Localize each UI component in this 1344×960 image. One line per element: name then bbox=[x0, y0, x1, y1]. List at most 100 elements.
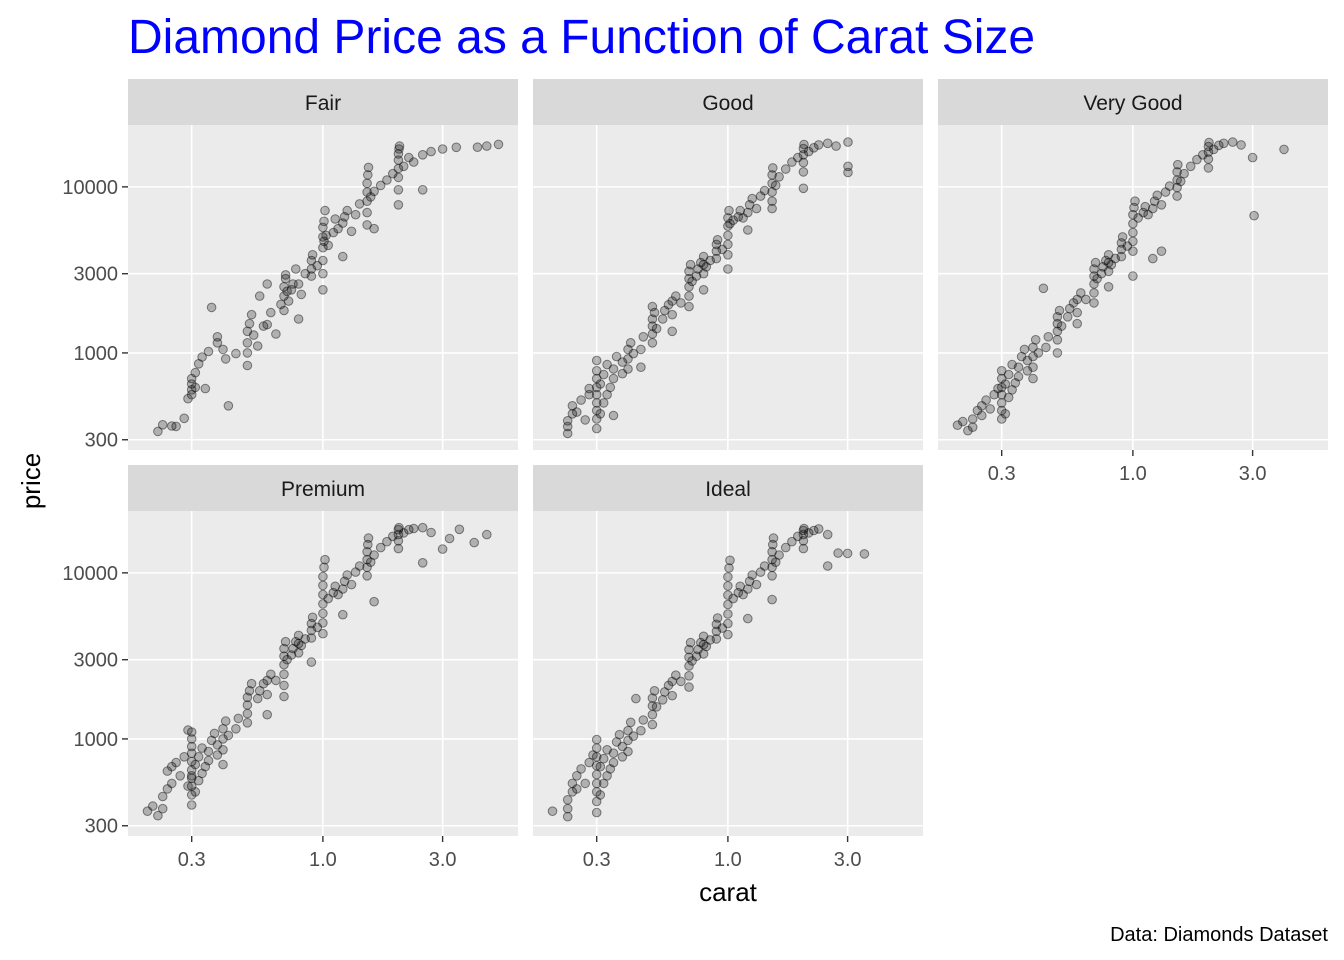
data-point bbox=[611, 737, 622, 747]
data-point bbox=[667, 309, 678, 320]
data-point bbox=[1089, 264, 1099, 274]
data-point bbox=[1000, 409, 1011, 419]
data-point bbox=[723, 590, 733, 600]
data-point bbox=[1152, 190, 1162, 201]
data-point bbox=[1052, 348, 1063, 358]
data-point bbox=[1249, 210, 1259, 221]
data-point bbox=[698, 285, 709, 295]
data-point bbox=[318, 232, 328, 242]
data-point bbox=[625, 717, 636, 728]
data-point bbox=[262, 689, 273, 700]
data-point bbox=[283, 296, 294, 306]
data-point bbox=[711, 239, 722, 250]
data-point bbox=[300, 268, 311, 279]
data-point bbox=[1117, 232, 1128, 242]
data-point bbox=[1081, 294, 1091, 305]
data-point bbox=[393, 536, 404, 546]
data-point bbox=[190, 367, 201, 378]
x-tick-label: 0.3 bbox=[583, 849, 611, 871]
data-point bbox=[244, 318, 255, 329]
data-point bbox=[318, 255, 328, 266]
data-point bbox=[562, 795, 573, 805]
facet-strip bbox=[533, 465, 923, 511]
data-point bbox=[591, 778, 602, 789]
data-point bbox=[696, 637, 706, 648]
data-point bbox=[296, 640, 307, 651]
data-point bbox=[842, 548, 853, 559]
data-point bbox=[972, 405, 983, 416]
data-point bbox=[798, 150, 809, 160]
data-point bbox=[798, 525, 809, 536]
data-point bbox=[417, 522, 428, 533]
y-tick-label: 1000 bbox=[74, 343, 119, 365]
data-point bbox=[691, 271, 702, 281]
data-point bbox=[382, 536, 392, 547]
data-point bbox=[1203, 154, 1214, 164]
data-point bbox=[567, 778, 578, 789]
data-point bbox=[1172, 182, 1182, 193]
data-point bbox=[623, 364, 633, 374]
data-point bbox=[1172, 191, 1182, 201]
data-point bbox=[318, 618, 328, 628]
facet-panel-premium: Premium 300 1000 3000 10000 0.3 1.0 3.0 bbox=[62, 465, 518, 871]
data-point bbox=[183, 725, 193, 735]
data-point bbox=[843, 167, 853, 178]
data-point bbox=[1072, 307, 1082, 318]
facet-strip bbox=[128, 79, 518, 125]
data-point bbox=[417, 150, 428, 160]
data-point bbox=[183, 393, 193, 404]
data-point bbox=[698, 631, 709, 642]
data-point bbox=[638, 332, 649, 342]
data-point bbox=[157, 420, 168, 430]
data-point bbox=[286, 285, 297, 295]
data-point bbox=[393, 543, 404, 554]
data-point bbox=[1143, 209, 1153, 220]
data-point bbox=[676, 298, 686, 308]
data-point bbox=[398, 161, 409, 172]
data-point bbox=[203, 346, 214, 357]
facet-strip bbox=[938, 79, 1328, 125]
data-point bbox=[608, 757, 619, 768]
data-point bbox=[572, 407, 582, 417]
data-point bbox=[279, 651, 289, 662]
data-point bbox=[684, 652, 694, 663]
data-point bbox=[1156, 246, 1167, 256]
data-point bbox=[628, 348, 639, 359]
data-point bbox=[1003, 392, 1014, 403]
data-point bbox=[186, 741, 197, 752]
x-tick-label: 0.3 bbox=[988, 463, 1016, 485]
data-point bbox=[1062, 312, 1073, 322]
data-point bbox=[996, 398, 1007, 408]
data-point bbox=[404, 524, 414, 535]
data-point bbox=[363, 170, 373, 180]
data-point bbox=[767, 187, 777, 197]
data-point bbox=[767, 571, 777, 581]
data-point bbox=[319, 562, 329, 573]
data-point bbox=[1007, 385, 1017, 395]
data-point bbox=[1103, 282, 1114, 292]
y-tick-label: 10000 bbox=[62, 563, 118, 585]
data-point bbox=[363, 539, 373, 550]
chart-title: Diamond Price as a Function of Carat Siz… bbox=[128, 11, 1035, 64]
data-point bbox=[767, 170, 777, 180]
data-point bbox=[318, 285, 328, 295]
data-point bbox=[293, 630, 304, 641]
data-point bbox=[186, 790, 197, 800]
data-point bbox=[1198, 150, 1208, 160]
data-point bbox=[362, 196, 372, 206]
data-point bbox=[843, 161, 853, 172]
data-point bbox=[657, 314, 668, 324]
data-point bbox=[684, 291, 694, 301]
data-point bbox=[963, 425, 973, 436]
x-tick-label: 3.0 bbox=[834, 849, 862, 871]
data-point bbox=[375, 542, 386, 553]
y-tick-label: 300 bbox=[85, 430, 118, 452]
data-point bbox=[798, 183, 809, 194]
facet-strip-label: Ideal bbox=[705, 478, 751, 501]
data-point bbox=[1133, 213, 1143, 223]
data-point bbox=[591, 734, 602, 745]
data-point bbox=[591, 769, 602, 780]
data-point bbox=[711, 619, 722, 630]
data-point bbox=[218, 344, 228, 355]
